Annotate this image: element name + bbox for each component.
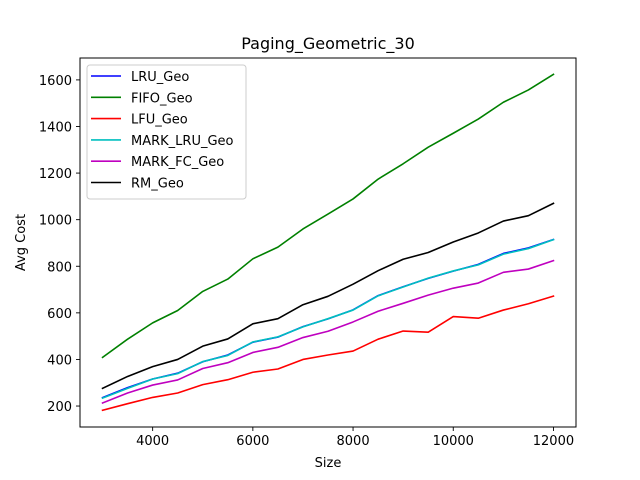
y-tick-label: 1200 [39,167,72,182]
y-tick-label: 400 [47,353,72,368]
y-tick-label: 200 [47,400,72,415]
series-line-rm-geo [101,202,555,390]
legend-label: RM_Geo [131,177,184,192]
x-tick-label: 10000 [433,434,474,449]
y-tick-label: 600 [47,307,72,322]
x-tick-label: 6000 [236,434,269,449]
y-axis-label: Avg Cost [14,214,29,271]
legend-label: MARK_FC_Geo [131,155,224,170]
y-tick-label: 1000 [39,214,72,229]
series-line-lfu-geo [101,295,555,412]
x-axis-label: Size [315,456,342,471]
y-tick-label: 1600 [39,74,72,89]
x-tick-label: 4000 [136,434,169,449]
y-tick-label: 800 [47,260,72,275]
y-axis: 200 400 600 800 1000 1200 1400 1600 [39,74,80,415]
plot-frame [79,57,577,428]
plot-lines [101,73,555,412]
series-line-mark-fc-geo [101,259,555,405]
legend-label: LRU_Geo [131,70,189,85]
series-line-mark-lru-geo [101,238,555,400]
legend-label: FIFO_Geo [131,91,193,106]
legend: LRU_Geo FIFO_Geo LFU_Geo MARK_LRU_Geo MARK_F… [86,64,247,200]
y-tick-label: 1400 [39,120,72,135]
legend-label: LFU_Geo [131,113,188,128]
legend-box [86,64,247,200]
chart-title: Paging_Geometric_30 [241,34,415,54]
legend-label: MARK_LRU_Geo [131,134,234,149]
series-line-fifo-geo [101,73,555,359]
x-tick-label: 8000 [337,434,370,449]
x-axis: 4000 6000 8000 10000 12000 [136,427,574,449]
x-tick-label: 12000 [533,434,574,449]
